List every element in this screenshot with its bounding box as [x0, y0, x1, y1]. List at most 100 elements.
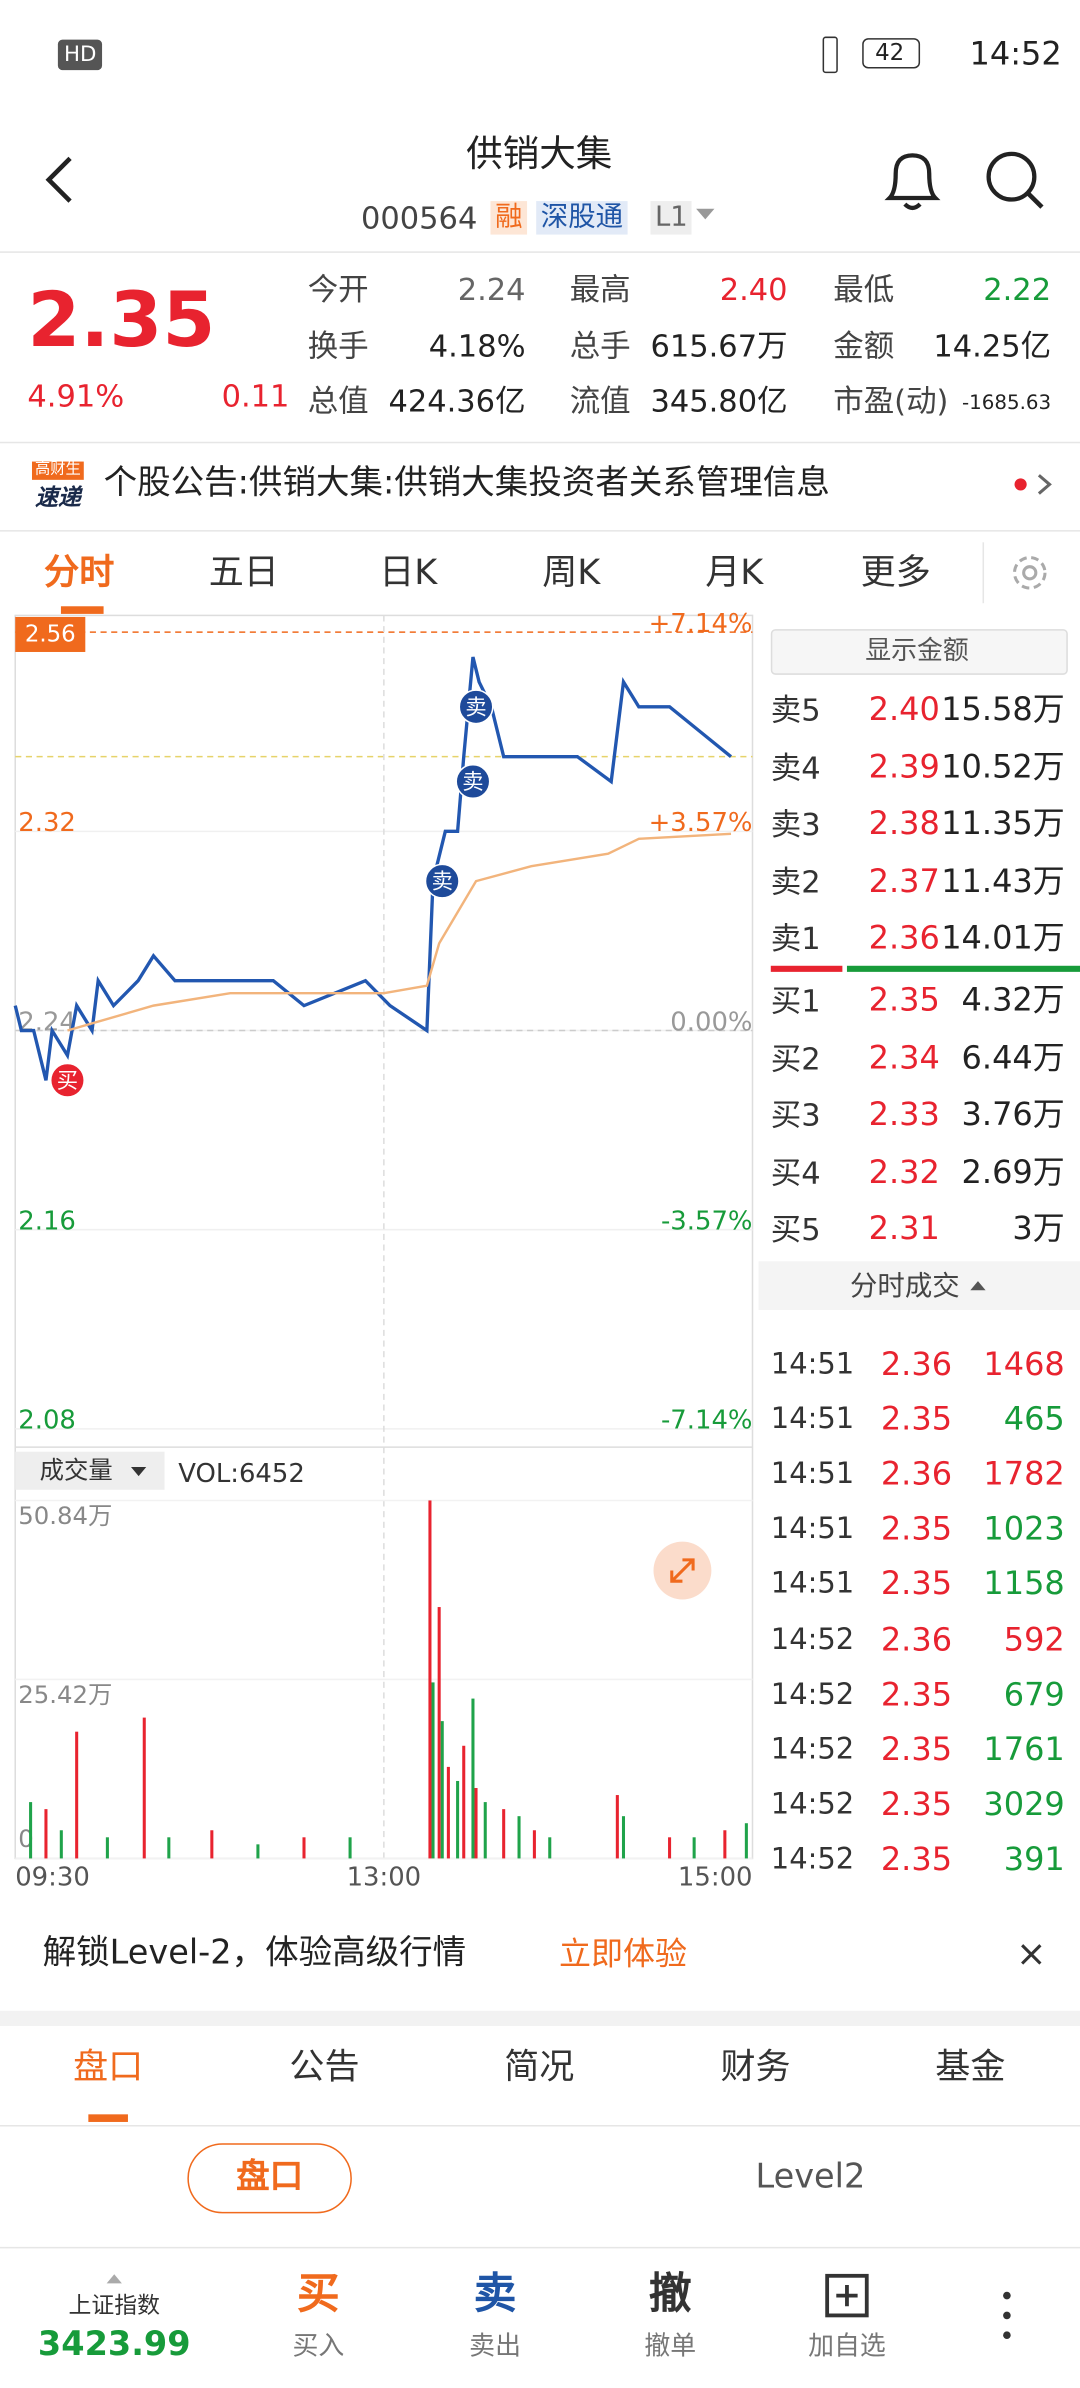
- book-volume: 3.76万: [961, 1096, 1065, 1133]
- book-price: 2.40: [868, 690, 940, 728]
- search-button[interactable]: [981, 146, 1048, 213]
- book-volume: 11.35万: [941, 805, 1065, 842]
- book-price: 2.38: [868, 805, 940, 842]
- volume-bar: [621, 1816, 626, 1859]
- sub-tab[interactable]: Level2: [755, 2158, 866, 2197]
- banner-action[interactable]: 立即体验: [559, 1935, 688, 1972]
- expand-icon: [670, 1558, 695, 1583]
- section-tab[interactable]: 盘口: [73, 2048, 144, 2088]
- volume-bar: [167, 1837, 171, 1859]
- chevron-icon: [1037, 474, 1052, 495]
- book-level: 卖1: [770, 920, 821, 957]
- stat-label: 今开: [307, 271, 369, 308]
- dropdown: [696, 208, 715, 220]
- triangle: [106, 2274, 122, 2284]
- announcement[interactable]: 个股公告:供销大集:供销大集投资者关系管理信息: [103, 464, 830, 503]
- index-name[interactable]: 上证指数: [68, 2291, 160, 2320]
- book-volume: 2.69万: [961, 1153, 1065, 1190]
- toggle-label[interactable]: 显示金额: [865, 635, 969, 667]
- y2-tick-label: 0.00%: [670, 1007, 752, 1037]
- stat-label: 流值: [569, 382, 631, 419]
- book-volume: 3万: [1012, 1210, 1065, 1247]
- trade-time: 14:52: [770, 1732, 855, 1766]
- chart-tab[interactable]: 更多: [860, 553, 931, 594]
- chart: 2.08 2.16 2.24 2.32 -7.14% -3.57% 0.00% +3.57% +…: [13, 609, 754, 1893]
- trade-volume: 1158: [983, 1565, 1065, 1603]
- stat-value: 2.40: [719, 271, 788, 308]
- book-price: 2.32: [868, 1153, 940, 1190]
- x-tick-label: 09:30: [15, 1863, 90, 1893]
- toolbar-label[interactable]: 卖出: [469, 2331, 521, 2362]
- toolbar-label[interactable]: 买入: [292, 2331, 345, 2362]
- trades-header: [758, 1261, 1080, 1311]
- trade-time: 14:51: [770, 1347, 855, 1381]
- chart-tab[interactable]: 五日: [208, 553, 279, 594]
- toolbar-icon[interactable]: 撤: [648, 2268, 692, 2319]
- section-tab[interactable]: 公告: [289, 2048, 360, 2088]
- toolbar-label[interactable]: 加自选: [808, 2331, 886, 2362]
- divider: [982, 542, 985, 604]
- volume-bar: [440, 1721, 444, 1859]
- book-level: 买4: [770, 1153, 821, 1191]
- top-marker-box: [15, 616, 86, 652]
- chart-tab[interactable]: 周K: [542, 553, 601, 594]
- close-button[interactable]: [1018, 1941, 1045, 1968]
- dot: [1003, 2331, 1011, 2340]
- section-tab[interactable]: 基金: [935, 2048, 1006, 2088]
- sub-tab[interactable]: 盘口: [236, 2158, 304, 2197]
- y2-tick-label: -3.57%: [661, 1207, 753, 1237]
- back-button[interactable]: [40, 152, 86, 207]
- volume-bar: [462, 1745, 466, 1859]
- stock-tag: 融: [490, 201, 528, 235]
- x-tick-label: 15:00: [678, 1863, 753, 1893]
- back-arrow: [45, 156, 72, 203]
- volume-bar: [428, 1500, 432, 1859]
- add-icon[interactable]: [824, 2273, 870, 2319]
- volume-bar: [483, 1802, 487, 1859]
- y2-tick-label: -7.14%: [661, 1406, 753, 1436]
- pill[interactable]: [187, 2143, 352, 2214]
- stat-value: 2.22: [983, 271, 1052, 308]
- trade-marker-label: 卖: [465, 695, 486, 720]
- index-indicator: [106, 2274, 122, 2284]
- toolbar-label[interactable]: 撤单: [644, 2331, 697, 2362]
- tab-underline: [60, 606, 104, 614]
- last-price: 2.35: [27, 275, 216, 365]
- settings-button[interactable]: [1008, 551, 1051, 594]
- chart-tab[interactable]: 月K: [705, 553, 764, 594]
- stat-value: 2.24: [457, 271, 526, 308]
- book-price: 2.37: [868, 862, 940, 899]
- triangle: [131, 1466, 147, 1477]
- section-tab[interactable]: 简况: [504, 2048, 575, 2088]
- dot: [1003, 2291, 1011, 2300]
- gear-icon: [1022, 565, 1038, 581]
- toolbar-icon[interactable]: 卖: [473, 2268, 517, 2319]
- bell-button[interactable]: [880, 146, 944, 213]
- ask-bar: [770, 965, 843, 972]
- price-line: [13, 656, 733, 1081]
- book-price: 2.34: [868, 1038, 940, 1076]
- unread-dot: [1014, 478, 1027, 491]
- triangle: [970, 1281, 986, 1291]
- more-button[interactable]: [998, 2288, 1016, 2343]
- bid-bar: [846, 965, 1080, 972]
- toolbar-icon[interactable]: 买: [297, 2268, 340, 2319]
- change-amount: 0.11: [221, 377, 290, 415]
- trade-price: 2.36: [880, 1620, 953, 1658]
- book-volume: 4.32万: [961, 981, 1065, 1019]
- chart-tab[interactable]: 分时: [44, 553, 115, 594]
- book-price: 2.33: [868, 1096, 940, 1133]
- trade-marker-label: 卖: [432, 870, 453, 895]
- volume-bar: [29, 1802, 33, 1859]
- chevron: [1037, 474, 1052, 495]
- trades-title: 分时成交: [850, 1270, 960, 1303]
- trade-time: 14:52: [770, 1622, 855, 1656]
- volume-bar: [474, 1788, 478, 1859]
- volume-bar: [548, 1837, 552, 1859]
- toggle-box[interactable]: [770, 629, 1068, 675]
- volume-bar: [44, 1809, 48, 1859]
- section-tab[interactable]: 财务: [720, 2048, 791, 2088]
- volume-bar: [502, 1809, 506, 1859]
- chart-tab[interactable]: 日K: [379, 553, 438, 594]
- volume-bar: [744, 1823, 748, 1859]
